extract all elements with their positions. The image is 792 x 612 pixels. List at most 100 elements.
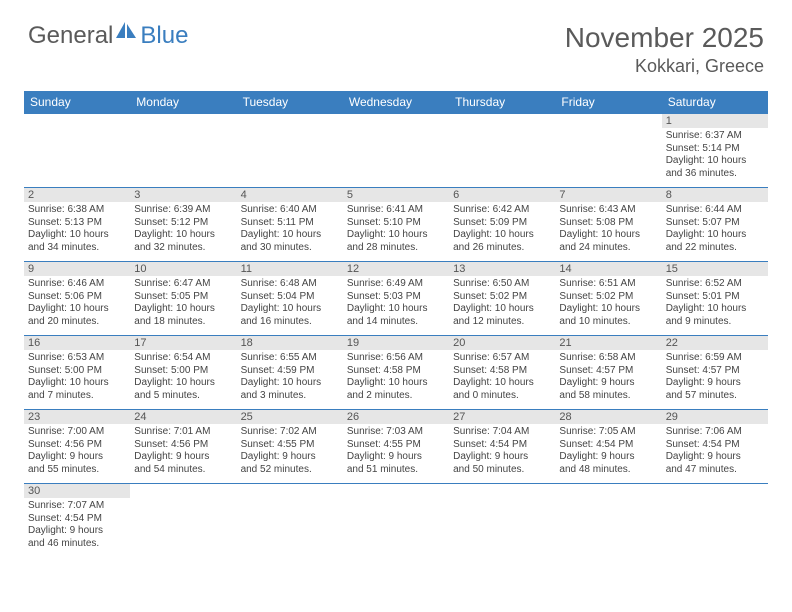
calendar-cell: 5Sunrise: 6:41 AMSunset: 5:10 PMDaylight…	[343, 188, 449, 262]
calendar-cell	[449, 114, 555, 188]
calendar-row: 30Sunrise: 7:07 AMSunset: 4:54 PMDayligh…	[24, 484, 768, 558]
weekday-header: Wednesday	[343, 91, 449, 114]
day-number: 28	[555, 410, 661, 424]
logo-text-general: General	[28, 22, 113, 50]
day-details: Sunrise: 7:04 AMSunset: 4:54 PMDaylight:…	[449, 424, 555, 478]
day-details: Sunrise: 6:46 AMSunset: 5:06 PMDaylight:…	[24, 276, 130, 330]
calendar-cell	[343, 484, 449, 558]
calendar-cell	[555, 114, 661, 188]
calendar-row: 2Sunrise: 6:38 AMSunset: 5:13 PMDaylight…	[24, 188, 768, 262]
title-block: November 2025 Kokkari, Greece	[565, 22, 764, 77]
weekday-header: Tuesday	[237, 91, 343, 114]
day-number: 16	[24, 336, 130, 350]
calendar-cell: 27Sunrise: 7:04 AMSunset: 4:54 PMDayligh…	[449, 410, 555, 484]
day-details: Sunrise: 6:41 AMSunset: 5:10 PMDaylight:…	[343, 202, 449, 256]
day-details: Sunrise: 7:06 AMSunset: 4:54 PMDaylight:…	[662, 424, 768, 478]
day-details: Sunrise: 6:55 AMSunset: 4:59 PMDaylight:…	[237, 350, 343, 404]
day-number: 11	[237, 262, 343, 276]
calendar-table: SundayMondayTuesdayWednesdayThursdayFrid…	[24, 91, 768, 558]
calendar-cell: 14Sunrise: 6:51 AMSunset: 5:02 PMDayligh…	[555, 262, 661, 336]
day-details: Sunrise: 6:43 AMSunset: 5:08 PMDaylight:…	[555, 202, 661, 256]
calendar-cell: 1Sunrise: 6:37 AMSunset: 5:14 PMDaylight…	[662, 114, 768, 188]
day-details: Sunrise: 7:00 AMSunset: 4:56 PMDaylight:…	[24, 424, 130, 478]
day-details: Sunrise: 6:59 AMSunset: 4:57 PMDaylight:…	[662, 350, 768, 404]
day-details: Sunrise: 6:56 AMSunset: 4:58 PMDaylight:…	[343, 350, 449, 404]
calendar-cell: 7Sunrise: 6:43 AMSunset: 5:08 PMDaylight…	[555, 188, 661, 262]
calendar-cell: 29Sunrise: 7:06 AMSunset: 4:54 PMDayligh…	[662, 410, 768, 484]
calendar-cell: 4Sunrise: 6:40 AMSunset: 5:11 PMDaylight…	[237, 188, 343, 262]
day-number: 30	[24, 484, 130, 498]
day-details: Sunrise: 6:40 AMSunset: 5:11 PMDaylight:…	[237, 202, 343, 256]
day-details: Sunrise: 6:54 AMSunset: 5:00 PMDaylight:…	[130, 350, 236, 404]
calendar-row: 16Sunrise: 6:53 AMSunset: 5:00 PMDayligh…	[24, 336, 768, 410]
day-number: 21	[555, 336, 661, 350]
day-number: 29	[662, 410, 768, 424]
day-details: Sunrise: 7:05 AMSunset: 4:54 PMDaylight:…	[555, 424, 661, 478]
calendar-cell: 21Sunrise: 6:58 AMSunset: 4:57 PMDayligh…	[555, 336, 661, 410]
day-number: 27	[449, 410, 555, 424]
calendar-cell: 16Sunrise: 6:53 AMSunset: 5:00 PMDayligh…	[24, 336, 130, 410]
calendar-cell: 11Sunrise: 6:48 AMSunset: 5:04 PMDayligh…	[237, 262, 343, 336]
calendar-cell	[130, 484, 236, 558]
day-number: 23	[24, 410, 130, 424]
calendar-cell: 17Sunrise: 6:54 AMSunset: 5:00 PMDayligh…	[130, 336, 236, 410]
day-number: 14	[555, 262, 661, 276]
day-details: Sunrise: 6:58 AMSunset: 4:57 PMDaylight:…	[555, 350, 661, 404]
calendar-cell: 9Sunrise: 6:46 AMSunset: 5:06 PMDaylight…	[24, 262, 130, 336]
header: General Blue November 2025 Kokkari, Gree…	[0, 0, 792, 85]
calendar-cell: 18Sunrise: 6:55 AMSunset: 4:59 PMDayligh…	[237, 336, 343, 410]
day-details: Sunrise: 6:49 AMSunset: 5:03 PMDaylight:…	[343, 276, 449, 330]
calendar-cell	[237, 484, 343, 558]
day-details: Sunrise: 6:38 AMSunset: 5:13 PMDaylight:…	[24, 202, 130, 256]
logo-text-blue: Blue	[140, 22, 188, 50]
logo-sail-icon	[116, 22, 138, 38]
calendar-cell: 19Sunrise: 6:56 AMSunset: 4:58 PMDayligh…	[343, 336, 449, 410]
day-number: 8	[662, 188, 768, 202]
day-number: 1	[662, 114, 768, 128]
calendar-cell: 10Sunrise: 6:47 AMSunset: 5:05 PMDayligh…	[130, 262, 236, 336]
day-details: Sunrise: 6:42 AMSunset: 5:09 PMDaylight:…	[449, 202, 555, 256]
day-details: Sunrise: 6:53 AMSunset: 5:00 PMDaylight:…	[24, 350, 130, 404]
day-number: 6	[449, 188, 555, 202]
day-details: Sunrise: 7:02 AMSunset: 4:55 PMDaylight:…	[237, 424, 343, 478]
logo: General Blue	[28, 22, 188, 50]
day-details: Sunrise: 7:03 AMSunset: 4:55 PMDaylight:…	[343, 424, 449, 478]
day-details: Sunrise: 6:37 AMSunset: 5:14 PMDaylight:…	[662, 128, 768, 182]
location: Kokkari, Greece	[565, 56, 764, 77]
month-title: November 2025	[565, 22, 764, 54]
day-details: Sunrise: 6:47 AMSunset: 5:05 PMDaylight:…	[130, 276, 236, 330]
day-number: 20	[449, 336, 555, 350]
calendar-cell: 22Sunrise: 6:59 AMSunset: 4:57 PMDayligh…	[662, 336, 768, 410]
calendar-cell: 2Sunrise: 6:38 AMSunset: 5:13 PMDaylight…	[24, 188, 130, 262]
day-details: Sunrise: 6:51 AMSunset: 5:02 PMDaylight:…	[555, 276, 661, 330]
day-number: 7	[555, 188, 661, 202]
calendar-row: 1Sunrise: 6:37 AMSunset: 5:14 PMDaylight…	[24, 114, 768, 188]
day-details: Sunrise: 6:50 AMSunset: 5:02 PMDaylight:…	[449, 276, 555, 330]
calendar-cell	[343, 114, 449, 188]
weekday-header: Friday	[555, 91, 661, 114]
day-number: 12	[343, 262, 449, 276]
day-number: 18	[237, 336, 343, 350]
calendar-cell: 24Sunrise: 7:01 AMSunset: 4:56 PMDayligh…	[130, 410, 236, 484]
day-number: 2	[24, 188, 130, 202]
day-number: 13	[449, 262, 555, 276]
calendar-row: 9Sunrise: 6:46 AMSunset: 5:06 PMDaylight…	[24, 262, 768, 336]
calendar-cell: 20Sunrise: 6:57 AMSunset: 4:58 PMDayligh…	[449, 336, 555, 410]
calendar-cell	[555, 484, 661, 558]
calendar-cell	[237, 114, 343, 188]
calendar-cell	[130, 114, 236, 188]
day-details: Sunrise: 7:01 AMSunset: 4:56 PMDaylight:…	[130, 424, 236, 478]
weekday-header: Monday	[130, 91, 236, 114]
calendar-cell: 15Sunrise: 6:52 AMSunset: 5:01 PMDayligh…	[662, 262, 768, 336]
calendar-cell	[449, 484, 555, 558]
calendar-body: 1Sunrise: 6:37 AMSunset: 5:14 PMDaylight…	[24, 114, 768, 558]
day-number: 17	[130, 336, 236, 350]
day-details: Sunrise: 7:07 AMSunset: 4:54 PMDaylight:…	[24, 498, 130, 552]
weekday-header: Thursday	[449, 91, 555, 114]
day-number: 5	[343, 188, 449, 202]
calendar-cell: 13Sunrise: 6:50 AMSunset: 5:02 PMDayligh…	[449, 262, 555, 336]
calendar-cell	[662, 484, 768, 558]
calendar-cell: 28Sunrise: 7:05 AMSunset: 4:54 PMDayligh…	[555, 410, 661, 484]
calendar-row: 23Sunrise: 7:00 AMSunset: 4:56 PMDayligh…	[24, 410, 768, 484]
weekday-header: Saturday	[662, 91, 768, 114]
